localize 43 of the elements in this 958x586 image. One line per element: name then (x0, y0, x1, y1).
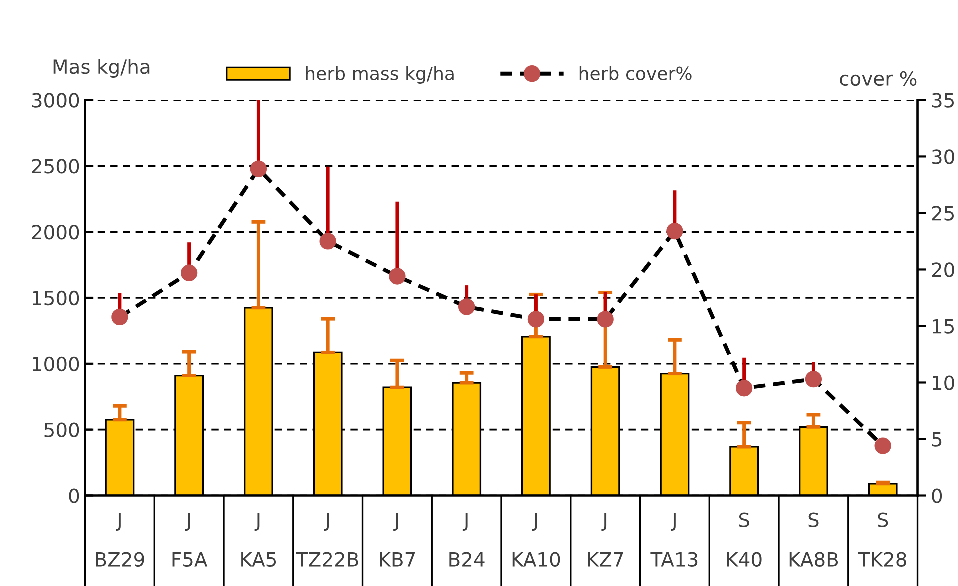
y2-tick-label: 15 (933, 319, 954, 334)
y-axis-title: Mas kg/ha (54, 59, 150, 78)
x-tick-label: J B24 (450, 513, 485, 567)
point (666, 222, 684, 240)
point (250, 160, 268, 178)
y2-tick-label: 25 (932, 206, 954, 221)
y-tick-label: 1500 (33, 290, 80, 306)
x-tick-label: J TA13 (650, 513, 698, 567)
point (805, 371, 822, 388)
y2-tick-label: 5 (932, 432, 942, 447)
category-label: S TK28 (858, 512, 906, 567)
category-label: S KA8B (790, 512, 838, 567)
x-tick-label: J BZ29 (96, 513, 144, 567)
point (320, 233, 336, 250)
y2-tick-label: 30 (932, 150, 954, 164)
point (736, 380, 753, 397)
x-tick-label: J KA5 (242, 513, 276, 567)
point (112, 308, 128, 326)
y2-tick-label: 0 (932, 488, 942, 504)
x-tick-label: J KA10 (512, 513, 560, 567)
category-label: S K40 (727, 512, 762, 567)
legend-label: herb mass kg/ha (306, 66, 454, 84)
y-tick-label: 2500 (32, 159, 80, 174)
x-tick-label: J KB7 (380, 513, 416, 567)
y2-axis-title: cover % (840, 71, 917, 86)
y2-tick-label: 35 (932, 93, 954, 108)
y-tick-label: 3000 (32, 93, 80, 108)
x-tick-label: J KZ7 (588, 513, 624, 567)
point (528, 311, 545, 328)
legend-label: herb cover% (580, 66, 692, 80)
point (874, 438, 892, 454)
y-tick-label: 500 (44, 422, 80, 438)
x-tick-label: J TZ22B (296, 513, 358, 567)
y2-tick-label: 20 (932, 262, 954, 278)
point (389, 268, 406, 285)
y-tick-label: 0 (69, 488, 80, 504)
point (180, 264, 198, 282)
point (597, 311, 614, 328)
y-tick-label: 1000 (33, 356, 80, 372)
x-tick-label: J F5A (172, 513, 208, 567)
y-tick-label: 2000 (32, 225, 80, 240)
point (458, 298, 476, 316)
y2-tick-label: 10 (933, 376, 954, 390)
